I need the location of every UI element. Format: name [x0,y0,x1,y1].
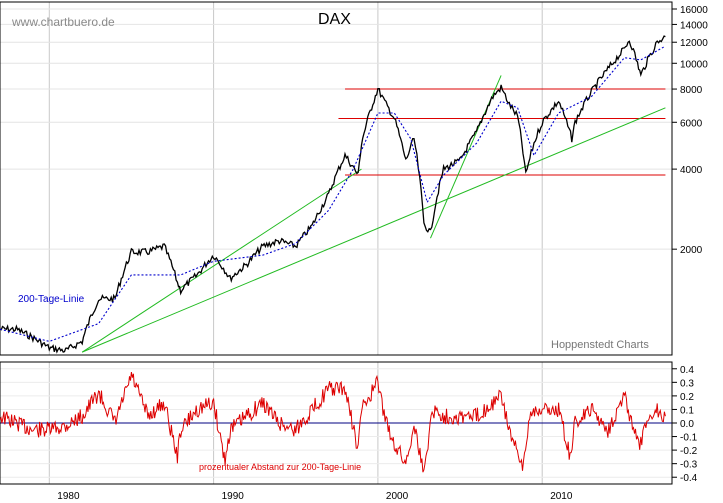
x-tick-label: 2010 [550,491,573,502]
y-tick-label-bottom: 0.4 [680,365,694,376]
ma-label: 200-Tage-Linie [18,294,85,305]
y-tick-label-top: 2000 [680,245,703,256]
oscillator-series [0,372,666,473]
oscillator-label: prozentualer Abstand zur 200-Tage-Linie [199,462,361,472]
y-tick-label-top: 4000 [680,165,703,176]
ma-series [0,45,666,342]
credit-text: Hoppenstedt Charts [551,339,649,351]
y-tick-label-bottom: -0.2 [680,446,698,457]
y-tick-label-bottom: -0.4 [680,473,698,484]
y-tick-label-bottom: 0.1 [680,405,694,416]
price-line [0,35,666,354]
x-tick-label: 1990 [222,491,245,502]
chart-title: DAX [318,11,351,28]
top-grid [0,2,672,355]
y-tick-label-bottom: 0.3 [680,378,694,389]
top-panel-frame [0,1,673,356]
trend-line [81,107,666,353]
y-tick-label-top: 12000 [680,38,708,49]
price-series [0,35,666,354]
x-axis: 1980 1990 2000 2010 [57,491,573,502]
y-tick-label-top: 16000 [680,5,708,16]
x-tick-label: 1980 [57,491,80,502]
watermark-text: www.chartbuero.de [11,15,115,29]
bottom-grid [0,362,672,484]
oscillator-line [0,372,666,473]
y-tick-label-bottom: 0.2 [680,392,694,403]
trend-line [81,168,362,353]
x-tick-label: 2000 [386,491,409,502]
y-axis-bottom: 0.4 0.3 0.2 0.1 0.0 -0.1 -0.2 -0.3 -0.4 [672,365,698,484]
y-tick-label-bottom: -0.1 [680,433,698,444]
y-tick-label-bottom: 0.0 [680,419,694,430]
y-tick-label-bottom: -0.3 [680,460,698,471]
y-tick-label-top: 10000 [680,59,708,70]
y-tick-label-top: 6000 [680,118,703,129]
y-axis-top: 16000 14000 12000 10000 8000 6000 4000 2000 [672,5,708,256]
y-tick-label-top: 14000 [680,20,708,31]
y-tick-label-top: 8000 [680,85,703,96]
ma-line [0,45,666,342]
